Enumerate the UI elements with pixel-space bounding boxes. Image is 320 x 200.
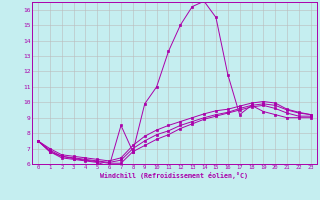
X-axis label: Windchill (Refroidissement éolien,°C): Windchill (Refroidissement éolien,°C) [100,172,248,179]
